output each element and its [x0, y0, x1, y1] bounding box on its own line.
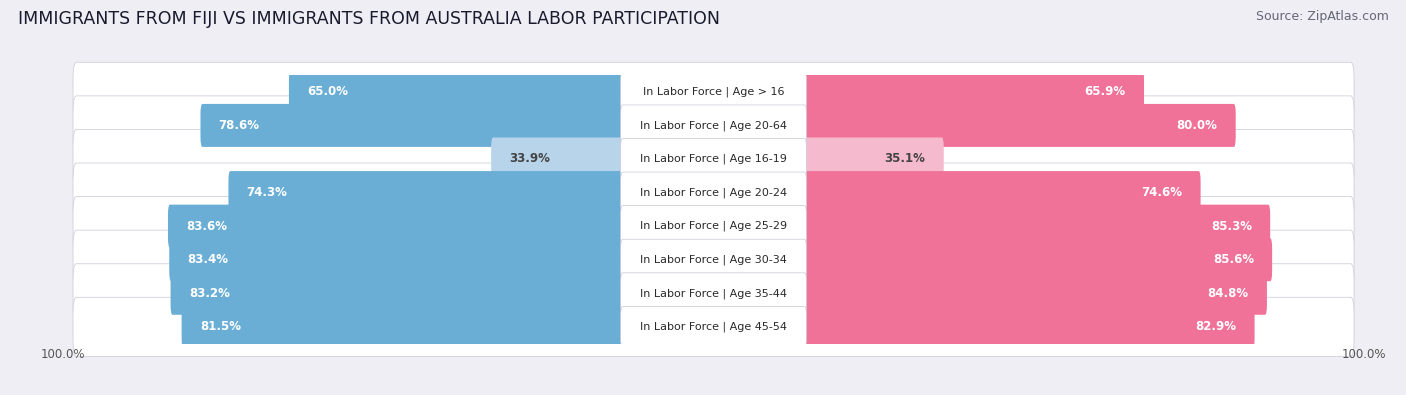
FancyBboxPatch shape — [73, 163, 1354, 222]
Text: IMMIGRANTS FROM FIJI VS IMMIGRANTS FROM AUSTRALIA LABOR PARTICIPATION: IMMIGRANTS FROM FIJI VS IMMIGRANTS FROM … — [18, 10, 720, 28]
Text: 65.9%: 65.9% — [1084, 85, 1126, 98]
Text: 33.9%: 33.9% — [509, 152, 550, 166]
Text: In Labor Force | Age 35-44: In Labor Force | Age 35-44 — [640, 288, 787, 299]
FancyBboxPatch shape — [620, 307, 807, 347]
FancyBboxPatch shape — [620, 105, 807, 146]
FancyBboxPatch shape — [167, 205, 716, 248]
Text: 65.0%: 65.0% — [307, 85, 349, 98]
Text: 85.6%: 85.6% — [1213, 253, 1254, 266]
FancyBboxPatch shape — [711, 205, 1270, 248]
Text: In Labor Force | Age 20-64: In Labor Force | Age 20-64 — [640, 120, 787, 131]
Text: 84.8%: 84.8% — [1208, 287, 1249, 300]
FancyBboxPatch shape — [73, 297, 1354, 356]
Text: In Labor Force | Age 20-24: In Labor Force | Age 20-24 — [640, 187, 787, 198]
Text: 35.1%: 35.1% — [884, 152, 925, 166]
Text: In Labor Force | Age > 16: In Labor Force | Age > 16 — [643, 87, 785, 97]
FancyBboxPatch shape — [711, 137, 943, 181]
Text: In Labor Force | Age 45-54: In Labor Force | Age 45-54 — [640, 322, 787, 332]
Text: 83.2%: 83.2% — [188, 287, 229, 300]
Text: 82.9%: 82.9% — [1195, 320, 1236, 333]
FancyBboxPatch shape — [711, 171, 1201, 214]
FancyBboxPatch shape — [201, 104, 716, 147]
Text: Source: ZipAtlas.com: Source: ZipAtlas.com — [1256, 10, 1389, 23]
FancyBboxPatch shape — [73, 130, 1354, 188]
FancyBboxPatch shape — [620, 139, 807, 179]
FancyBboxPatch shape — [711, 305, 1254, 348]
FancyBboxPatch shape — [491, 137, 716, 181]
Text: 78.6%: 78.6% — [219, 119, 260, 132]
FancyBboxPatch shape — [73, 197, 1354, 256]
Text: In Labor Force | Age 16-19: In Labor Force | Age 16-19 — [640, 154, 787, 164]
FancyBboxPatch shape — [711, 272, 1267, 315]
Text: 83.4%: 83.4% — [187, 253, 228, 266]
FancyBboxPatch shape — [711, 104, 1236, 147]
FancyBboxPatch shape — [73, 62, 1354, 121]
Text: 80.0%: 80.0% — [1177, 119, 1218, 132]
Text: 85.3%: 85.3% — [1211, 220, 1251, 233]
Text: 83.6%: 83.6% — [186, 220, 228, 233]
FancyBboxPatch shape — [711, 238, 1272, 281]
FancyBboxPatch shape — [620, 71, 807, 112]
FancyBboxPatch shape — [620, 206, 807, 246]
FancyBboxPatch shape — [620, 172, 807, 213]
FancyBboxPatch shape — [181, 305, 716, 348]
Text: In Labor Force | Age 30-34: In Labor Force | Age 30-34 — [640, 254, 787, 265]
FancyBboxPatch shape — [228, 171, 716, 214]
Text: In Labor Force | Age 25-29: In Labor Force | Age 25-29 — [640, 221, 787, 231]
FancyBboxPatch shape — [73, 264, 1354, 323]
FancyBboxPatch shape — [620, 273, 807, 314]
Text: 74.3%: 74.3% — [246, 186, 287, 199]
FancyBboxPatch shape — [620, 239, 807, 280]
Text: 81.5%: 81.5% — [200, 320, 240, 333]
FancyBboxPatch shape — [170, 272, 716, 315]
FancyBboxPatch shape — [73, 96, 1354, 155]
FancyBboxPatch shape — [288, 70, 716, 113]
Text: 74.6%: 74.6% — [1142, 186, 1182, 199]
FancyBboxPatch shape — [73, 230, 1354, 289]
FancyBboxPatch shape — [711, 70, 1144, 113]
FancyBboxPatch shape — [169, 238, 716, 281]
